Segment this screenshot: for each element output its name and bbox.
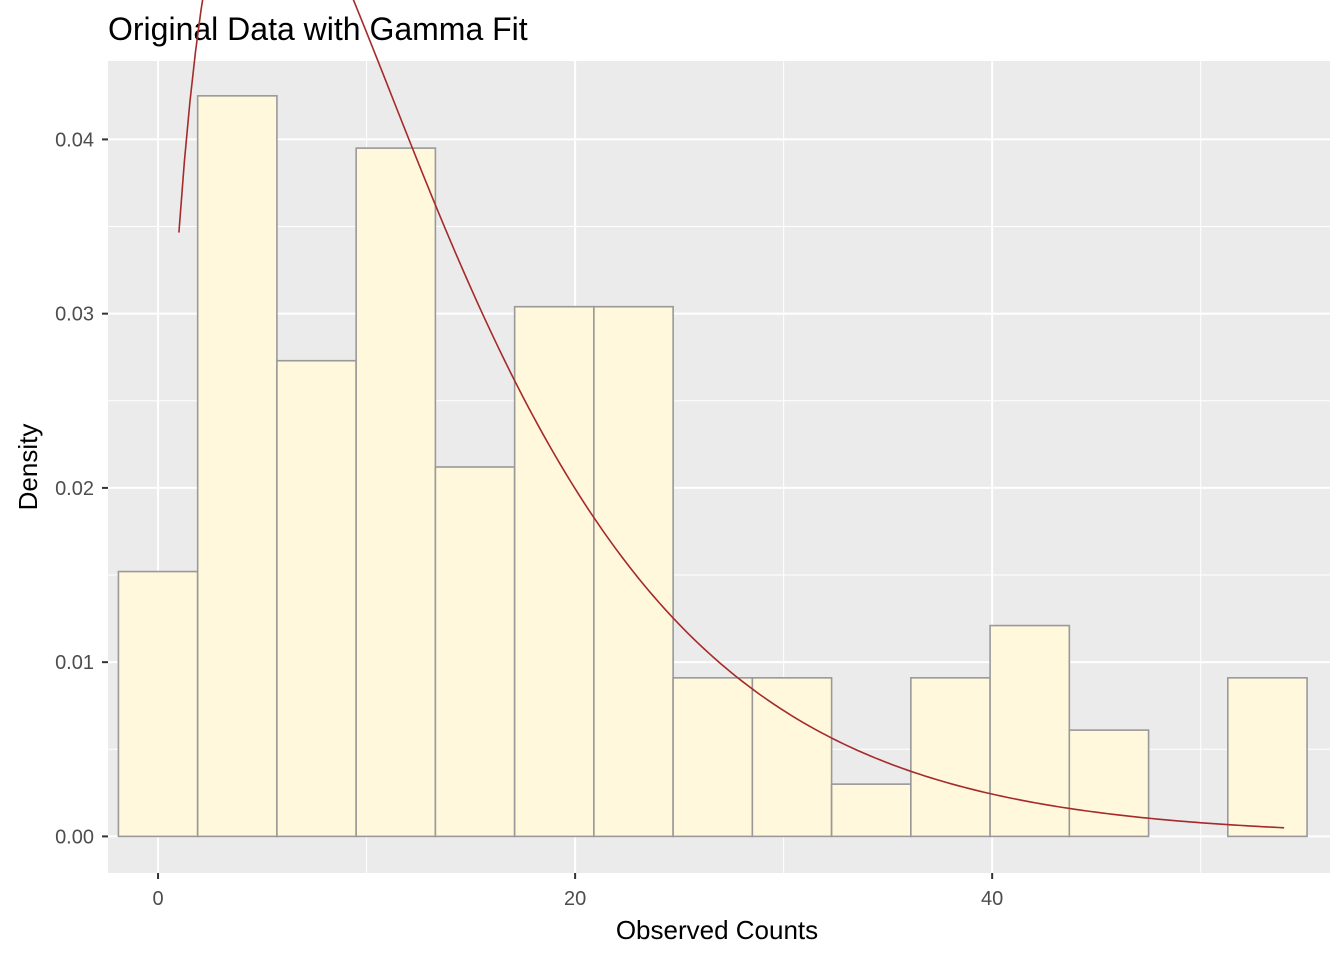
y-axis: 0.00 0.01 0.02 0.03 0.04 (55, 129, 108, 848)
x-tick-label: 0 (152, 888, 163, 910)
y-tick-label: 0.04 (55, 129, 94, 151)
histogram-bar (830, 783, 912, 838)
x-tick-label: 40 (981, 888, 1003, 910)
histogram-bar (276, 359, 357, 838)
x-tick-label: 20 (564, 888, 586, 910)
y-tick-label: 0.01 (55, 652, 94, 674)
histogram-bar (1068, 729, 1150, 838)
y-tick-label: 0.02 (55, 478, 94, 500)
chart-title: Original Data with Gamma Fit (108, 11, 528, 47)
histogram-bar (513, 305, 595, 838)
y-axis-title: Density (13, 424, 43, 511)
histogram-bar (989, 624, 1071, 838)
y-tick-label: 0.03 (55, 304, 94, 326)
x-axis: 0 20 40 (152, 873, 1003, 910)
histogram-bar (1227, 677, 1308, 838)
histogram-bar (751, 677, 833, 838)
histogram-bar (117, 570, 199, 838)
histogram-bar (910, 677, 991, 838)
histogram-bars (117, 95, 1308, 838)
histogram-bar (672, 677, 754, 838)
histogram-bar (434, 466, 516, 838)
y-tick-label: 0.00 (55, 826, 94, 848)
gamma-fit-curve (178, 0, 1285, 829)
histogram-bar (355, 147, 437, 838)
x-axis-title: Observed Counts (616, 915, 818, 945)
histogram-bar (196, 95, 278, 838)
